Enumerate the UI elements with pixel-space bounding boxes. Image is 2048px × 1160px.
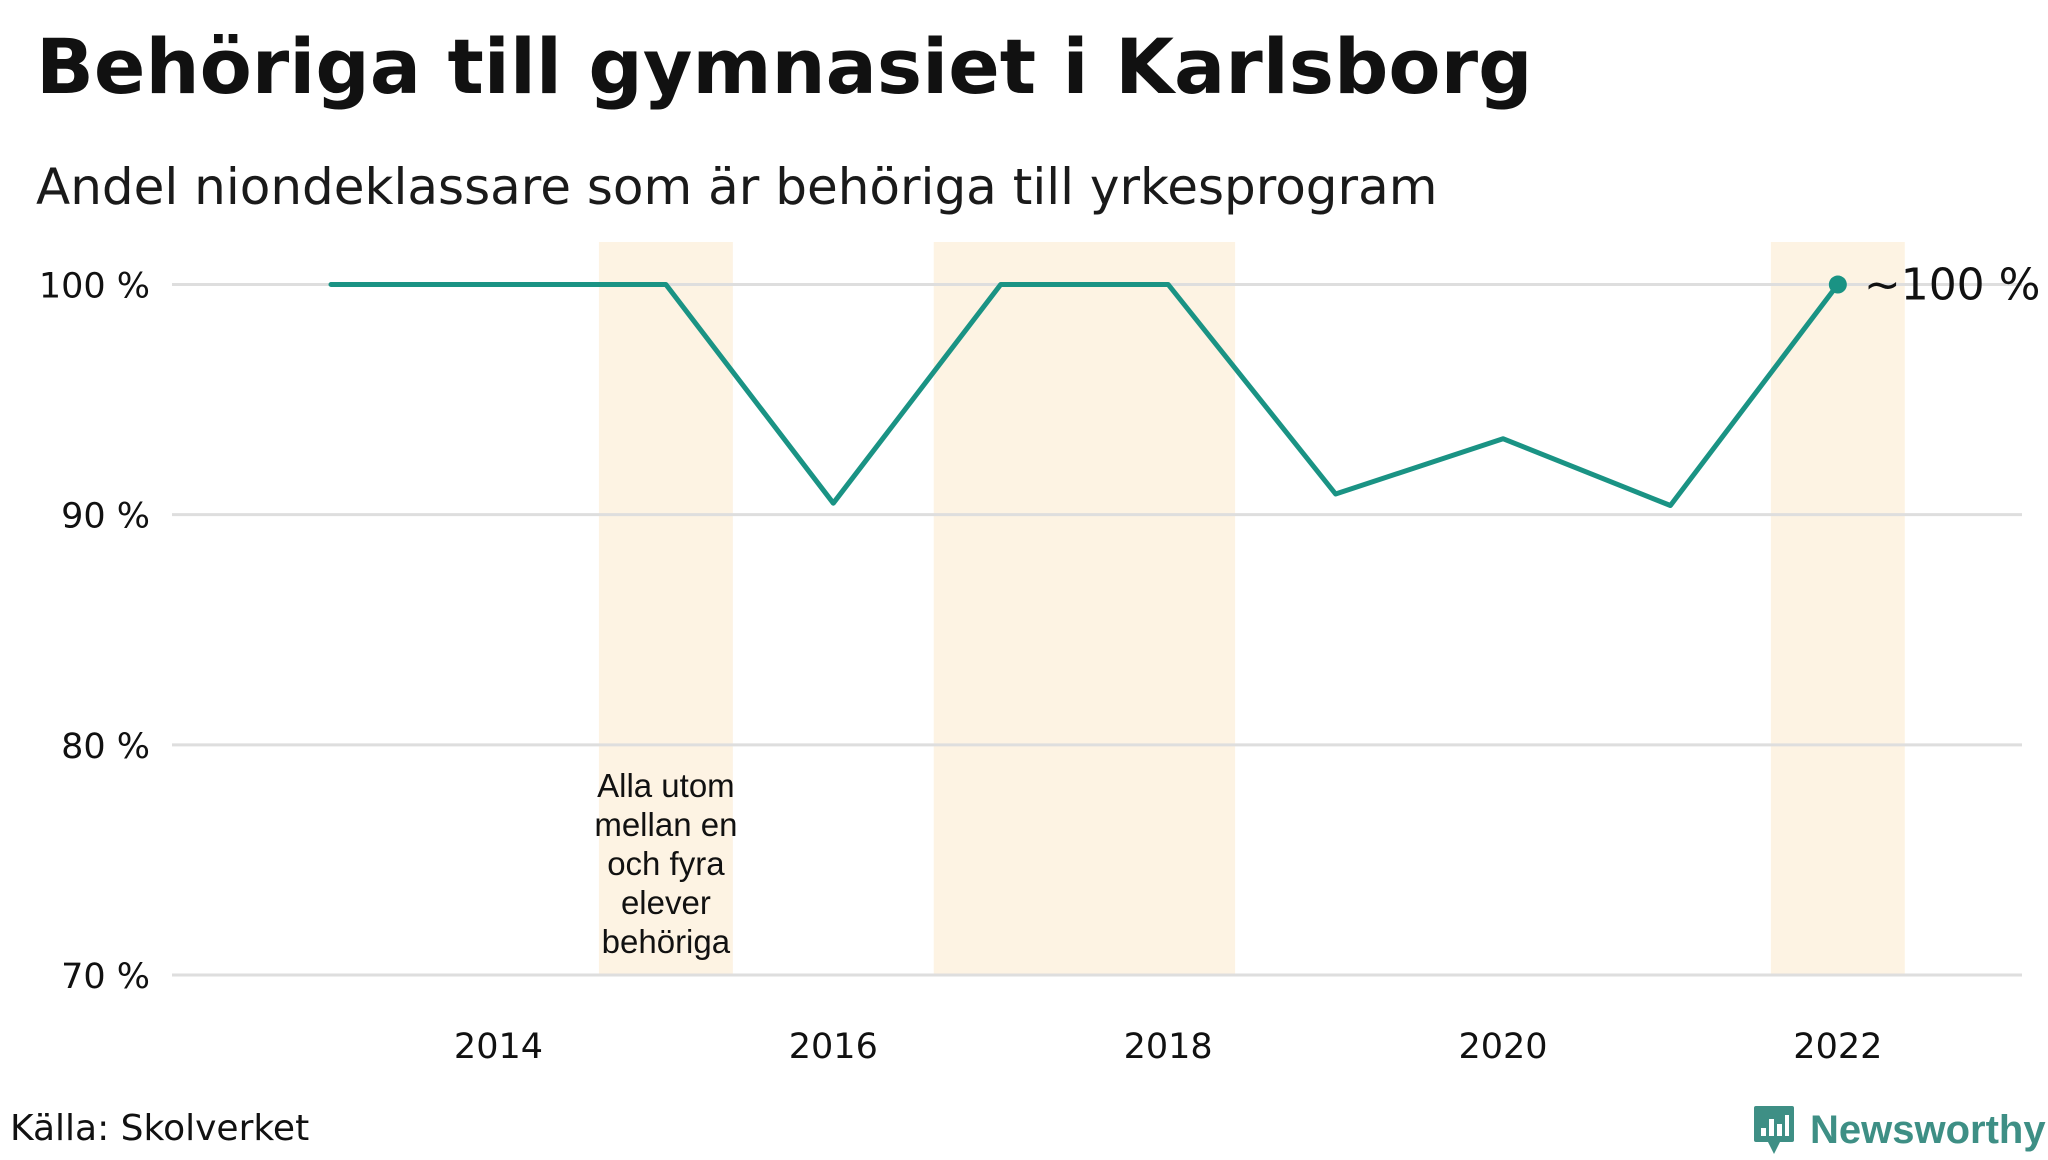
series-group xyxy=(328,282,1841,508)
end-label-group: ~100 % xyxy=(1828,260,2041,311)
x-tick-label: 2020 xyxy=(1458,1027,1547,1067)
x-tick-label: 2014 xyxy=(454,1027,543,1067)
source-label: Källa: Skolverket xyxy=(10,1108,310,1149)
x-axis-tick-labels: 2014 2016 2018 2020 2022 xyxy=(454,1027,1882,1067)
highlight-band-2017 xyxy=(933,242,1236,975)
end-label: ~100 % xyxy=(1864,260,2041,311)
annotation-line: elever xyxy=(621,884,711,921)
annotation-line: Alla utom xyxy=(597,767,735,804)
chart-title: Behöriga till gymnasiet i Karlsborg xyxy=(36,22,1533,111)
end-point xyxy=(1828,275,1847,294)
newsworthy-logo-icon xyxy=(1754,1106,1794,1154)
y-tick-label: 70 % xyxy=(61,957,150,997)
y-tick-label: 100 % xyxy=(39,267,150,307)
brand-name: Newsworthy xyxy=(1810,1107,2046,1152)
x-tick-label: 2016 xyxy=(789,1027,878,1067)
chart-subtitle: Andel niondeklassare som är behöriga til… xyxy=(36,158,1438,216)
highlight-band-2015 xyxy=(598,242,733,975)
series-line xyxy=(328,282,1841,508)
x-tick-label: 2018 xyxy=(1124,1027,1213,1067)
y-axis-tick-labels: 70 % 80 % 90 % 100 % xyxy=(39,267,150,997)
highlight-band-2022 xyxy=(1770,242,1905,975)
y-tick-label: 90 % xyxy=(61,497,150,537)
x-tick-label: 2022 xyxy=(1793,1027,1882,1067)
annotation-line: behöriga xyxy=(602,923,731,960)
brand-logo[interactable]: Newsworthy xyxy=(1752,1100,2046,1160)
highlight-bands xyxy=(598,242,1905,975)
annotation-line: mellan en xyxy=(594,806,737,843)
y-tick-label: 80 % xyxy=(61,727,150,767)
annotation-line: och fyra xyxy=(607,845,725,882)
